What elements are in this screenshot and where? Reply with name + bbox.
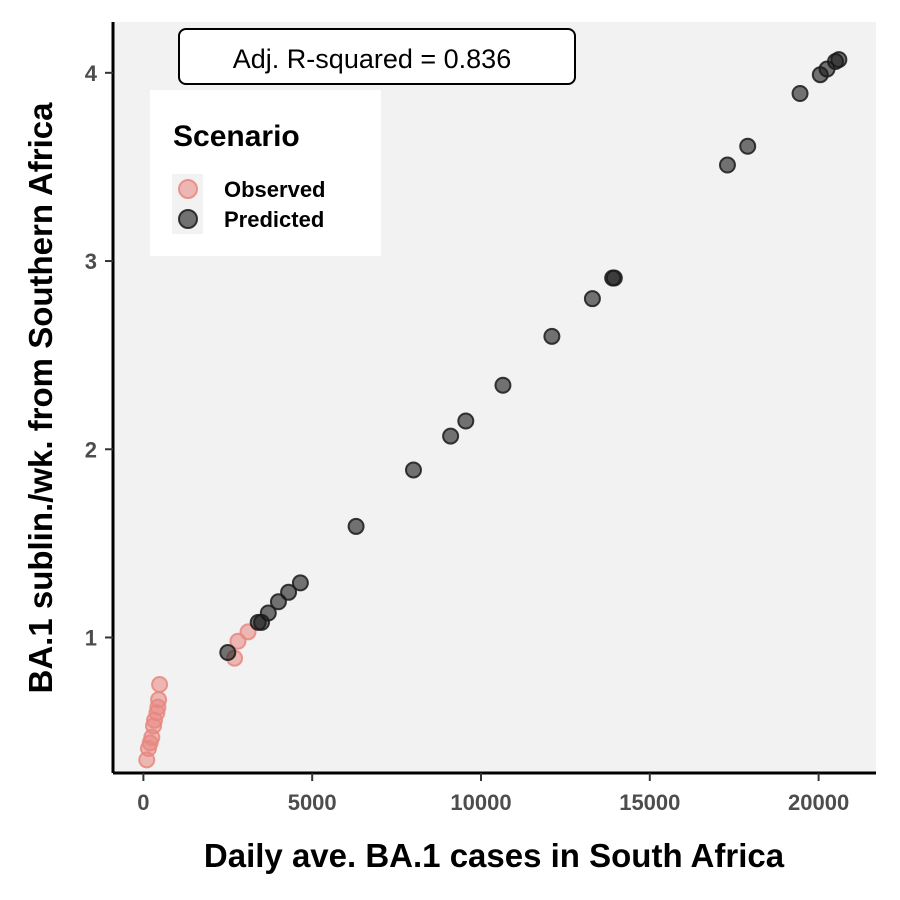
predicted-point xyxy=(259,604,277,622)
x-tick-label: 20000 xyxy=(788,790,849,815)
annotation-box xyxy=(178,28,576,85)
predicted-point xyxy=(347,517,365,535)
legend: Scenario Observed Predicted xyxy=(150,90,381,256)
predicted-point xyxy=(219,644,237,662)
x-tick-label: 15000 xyxy=(619,790,680,815)
x-tick-label: 0 xyxy=(137,790,149,815)
y-tick-label: 4 xyxy=(85,61,98,86)
x-axis-ticks: 0 5000 10000 15000 20000 xyxy=(137,773,849,815)
predicted-point xyxy=(830,51,848,69)
predicted-point xyxy=(280,583,298,601)
x-axis-title: Daily ave. BA.1 cases in South Africa xyxy=(204,837,785,874)
y-axis-ticks: 1 2 3 4 xyxy=(85,61,113,650)
legend-observed-label: Observed xyxy=(224,177,326,202)
predicted-point xyxy=(739,137,757,155)
y-tick-label: 2 xyxy=(85,437,97,462)
observed-point xyxy=(239,623,257,641)
legend-predicted-label: Predicted xyxy=(224,207,324,232)
predicted-point xyxy=(543,327,561,345)
predicted-point xyxy=(494,376,512,394)
observed-point xyxy=(150,691,168,709)
y-axis-title: BA.1 sublin./wk. from Southern Africa xyxy=(22,102,59,694)
x-tick-label: 5000 xyxy=(288,790,337,815)
r-squared-annotation: Adj. R-squared = 0.836 xyxy=(178,28,576,85)
predicted-point xyxy=(457,412,475,430)
predicted-point xyxy=(583,290,601,308)
predicted-point xyxy=(791,85,809,103)
legend-observed-marker xyxy=(178,179,198,199)
predicted-point xyxy=(718,156,736,174)
annotation-text: Adj. R-squared = 0.836 xyxy=(233,44,511,74)
y-tick-label: 1 xyxy=(85,625,97,650)
predicted-point xyxy=(605,269,623,287)
y-tick-label: 3 xyxy=(85,249,97,274)
legend-title: Scenario xyxy=(173,120,300,153)
observed-point xyxy=(151,676,169,694)
data-points xyxy=(138,51,848,769)
predicted-point xyxy=(291,574,309,592)
x-tick-label: 10000 xyxy=(450,790,511,815)
observed-point xyxy=(229,632,247,650)
predicted-point xyxy=(404,461,422,479)
predicted-point xyxy=(269,593,287,611)
legend-predicted-marker xyxy=(178,209,198,229)
predicted-point xyxy=(442,427,460,445)
